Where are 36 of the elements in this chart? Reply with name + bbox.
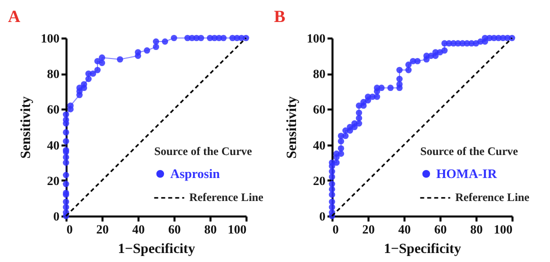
y-tick-label: 60 xyxy=(313,102,326,117)
x-tick-label: 100 xyxy=(494,222,512,236)
legend-label: HOMA-IR xyxy=(436,166,498,181)
y-tick-label: 40 xyxy=(47,138,60,152)
y-tick-label: 20 xyxy=(313,174,326,188)
x-tick-label: 60 xyxy=(168,222,181,236)
x-tick-label: 100 xyxy=(228,222,246,236)
y-tick-label: 60 xyxy=(47,102,60,117)
x-tick-label: 0 xyxy=(332,222,339,236)
legend-title: Source of the Curve xyxy=(420,146,518,158)
legend-title: Source of the Curve xyxy=(154,146,252,158)
x-tick-label: 20 xyxy=(96,222,109,236)
y-tick-label: 20 xyxy=(47,174,60,188)
y-tick-label: 0 xyxy=(319,210,326,224)
x-tick-label: 0 xyxy=(66,222,73,236)
y-tick-label: 100 xyxy=(40,32,60,46)
legend-label: Asprosin xyxy=(170,166,221,181)
y-axis-title: Sensitivity xyxy=(18,96,34,159)
y-tick-label: 40 xyxy=(313,138,326,152)
legend-label: Reference Line xyxy=(455,192,530,204)
x-tick-label: 40 xyxy=(398,222,411,236)
chart-title: A xyxy=(8,7,21,26)
y-tick-label: 80 xyxy=(47,67,60,82)
y-tick-label: 0 xyxy=(53,210,60,224)
x-tick-label: 80 xyxy=(204,222,217,236)
y-axis-title: Sensitivity xyxy=(284,96,300,159)
x-tick-label: 80 xyxy=(470,222,483,236)
x-axis-title: 1−Specificity xyxy=(384,242,462,257)
legend-label: Reference Line xyxy=(189,192,264,204)
chart-title: B xyxy=(274,7,286,26)
x-tick-label: 20 xyxy=(362,222,375,236)
y-tick-label: 80 xyxy=(313,67,326,82)
x-tick-label: 60 xyxy=(434,222,447,236)
x-axis-title: 1−Specificity xyxy=(118,242,196,257)
x-tick-label: 40 xyxy=(132,222,145,236)
y-tick-label: 100 xyxy=(306,32,326,46)
